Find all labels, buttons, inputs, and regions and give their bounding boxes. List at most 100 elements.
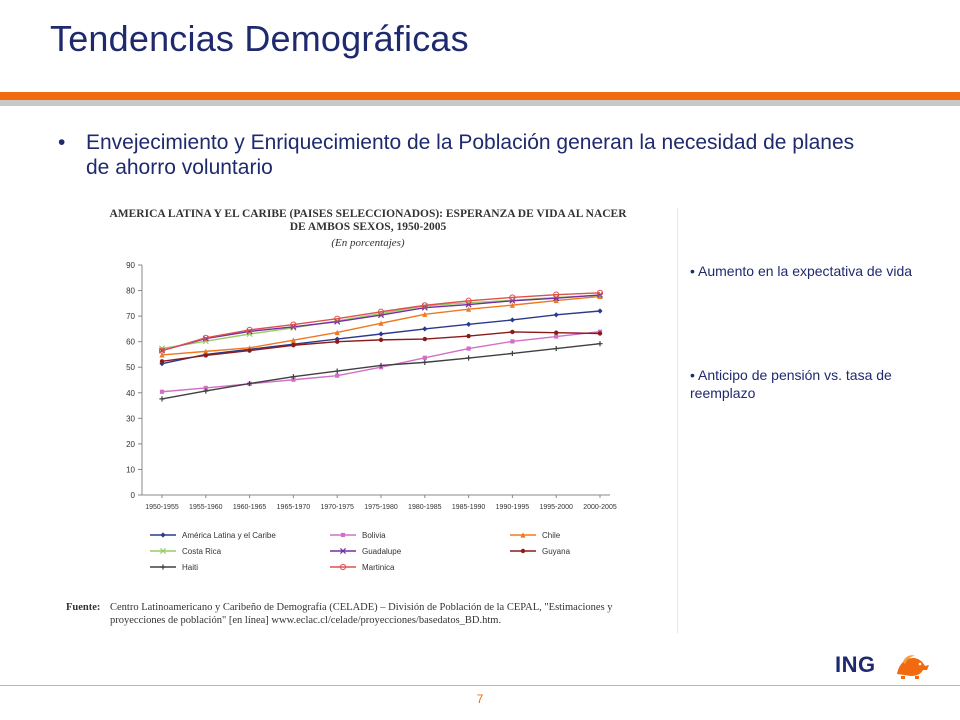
y-tick-label: 50 [126,363,135,372]
y-tick-label: 40 [126,389,135,398]
legend-label: Haiti [182,563,198,572]
data-point [335,339,340,344]
data-point [377,308,385,315]
data-point [509,294,516,301]
data-point [246,326,253,334]
legend-label: Costa Rica [182,547,222,556]
data-point [422,336,427,342]
legend-marker [339,563,347,571]
data-point [421,302,428,309]
x-tick-label: 1975-1980 [364,504,398,511]
data-point [597,341,603,347]
lion-icon [897,655,929,679]
data-point [159,389,165,394]
series-line-7 [161,292,601,352]
bullet-marker: • [58,131,66,154]
x-tick-label: 2000-2005 [583,504,617,511]
x-tick-label: 1985-1990 [452,504,486,511]
divider-line [677,208,678,633]
legend-label: Martinica [362,563,395,572]
side-point-life-expectancy: • Aumento en la expectativa de vida [690,263,913,279]
data-point [334,368,340,374]
data-point [291,343,296,348]
data-point [378,331,384,337]
data-point [290,321,297,328]
legend-marker [520,532,526,538]
main-bullet-text: Envejecimiento y Enriquecimiento de la P… [86,131,855,179]
data-point [553,312,559,318]
data-point [597,308,603,314]
data-point [422,355,427,360]
y-tick-label: 70 [126,312,135,321]
data-point [465,297,472,304]
data-point [335,373,340,378]
data-point [203,348,209,354]
y-tick-label: 10 [126,465,135,474]
data-point [290,337,296,343]
data-point [554,334,559,339]
data-point [159,359,165,364]
data-point [510,339,515,344]
legend-marker [520,548,526,554]
y-tick-label: 0 [131,491,136,500]
data-point [334,329,340,336]
source-text: Centro Latinoamericano y Caribeño de Dem… [110,602,613,626]
legend-marker [340,532,346,538]
data-point [334,315,341,322]
data-point [203,385,208,391]
life-expectancy-chart: 0 10 20 30 40 50 60 70 80 90 1950-1955 1955-1960 196… [126,261,617,572]
title-rule-grey [0,100,960,106]
x-tick-label: 1950-1955 [145,504,179,511]
side-point-pension: • Anticipo de pensión vs. tasa de reempl… [690,367,892,401]
data-point [378,362,384,369]
x-tick-label: 1970-1975 [320,504,354,511]
slide-title: Tendencias Demográficas [50,18,469,59]
data-point [553,297,559,304]
y-tick-label: 30 [126,414,135,423]
data-point [553,291,560,298]
data-point [466,346,471,351]
legend-label: Chile [542,531,561,540]
legend-label: Guyana [542,547,571,556]
legend-label: Guadalupe [362,547,402,556]
source-label: Fuente: [66,602,101,613]
y-tick-label: 90 [126,261,135,270]
data-point [203,353,208,358]
data-point [158,347,166,354]
data-point [553,345,559,352]
data-point [202,334,209,341]
data-point [159,396,165,402]
title-rule-orange [0,92,960,100]
legend-marker [159,547,167,555]
data-point [203,388,209,394]
x-tick-label: 1995-2000 [539,504,573,511]
data-point [509,350,515,357]
chart-title: AMERICA LATINA Y EL CARIBE (PAISES SELEC… [109,208,627,233]
legend-marker [160,564,166,570]
data-point [291,377,296,382]
data-point [422,326,428,332]
ing-logo: ING [835,648,935,682]
x-tick-label: 1980-1985 [408,504,442,511]
chart-subtitle: (En porcentajes) [331,237,405,249]
data-point [596,289,604,296]
data-point [509,317,515,323]
data-point [466,333,471,339]
data-point [466,306,472,312]
data-point [422,311,428,317]
data-point [159,352,165,358]
page-number: 7 [476,692,484,706]
data-point [247,380,253,387]
x-tick-label: 1960-1965 [233,504,267,511]
ing-logo-text: ING [835,652,876,677]
legend-marker [339,547,347,555]
data-point [290,374,296,380]
data-point [466,321,472,327]
data-point [510,329,515,335]
y-tick-label: 20 [126,440,135,449]
x-tick-label: 1965-1970 [277,504,311,511]
x-tick-label: 1955-1960 [189,504,223,511]
data-point [597,293,603,300]
data-point [378,337,384,343]
data-point [378,320,384,326]
